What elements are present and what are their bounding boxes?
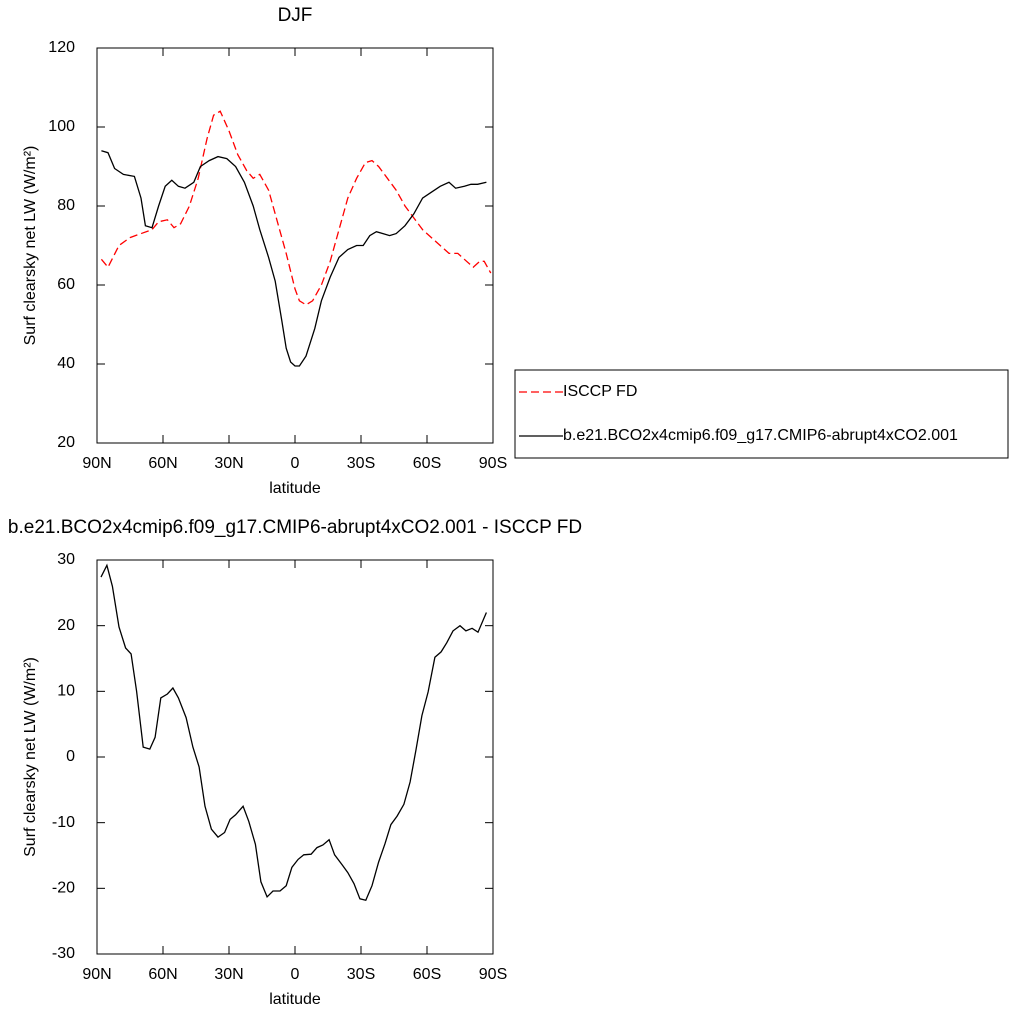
x-axis-label: latitude: [269, 991, 321, 1008]
y-tick-label: 20: [57, 434, 75, 451]
x-tick-label: 60N: [148, 966, 177, 983]
x-tick-label: 60S: [413, 966, 441, 983]
plot-frame: [96, 47, 494, 444]
legend-label: b.e21.BCO2x4cmip6.f09_g17.CMIP6-abrupt4x…: [563, 427, 958, 444]
y-tick-label: -30: [52, 945, 75, 962]
data-line: [100, 563, 487, 901]
chart-title: DJF: [278, 5, 313, 26]
y-axis-label: Surf clearsky net LW (W/m²): [22, 146, 39, 346]
x-tick-label: 90S: [479, 455, 507, 472]
y-tick-label: 10: [57, 683, 75, 700]
data-line: [100, 110, 492, 306]
y-tick-label: 30: [57, 551, 75, 568]
x-tick-label: 60N: [148, 455, 177, 472]
x-tick-label: 90N: [82, 455, 111, 472]
y-tick-label: 100: [48, 118, 75, 135]
y-tick-label: 60: [57, 276, 75, 293]
x-tick-label: 0: [291, 966, 300, 983]
y-tick-label: -10: [52, 814, 75, 831]
chart-title: b.e21.BCO2x4cmip6.f09_g17.CMIP6-abrupt4x…: [8, 517, 582, 538]
y-tick-label: 80: [57, 197, 75, 214]
legend-box: [514, 369, 1009, 459]
x-tick-label: 30S: [347, 455, 375, 472]
x-tick-label: 30N: [214, 455, 243, 472]
y-tick-label: 0: [66, 748, 75, 765]
x-tick-label: 90N: [82, 966, 111, 983]
y-tick-label: -20: [52, 880, 75, 897]
y-tick-label: 20: [57, 617, 75, 634]
x-tick-label: 90S: [479, 966, 507, 983]
plot-frame: [96, 559, 494, 955]
y-tick-label: 40: [57, 355, 75, 372]
y-axis-label: Surf clearsky net LW (W/m²): [22, 657, 39, 857]
x-tick-label: 30S: [347, 966, 375, 983]
x-tick-label: 30N: [214, 966, 243, 983]
x-axis-label: latitude: [269, 480, 321, 497]
y-tick-label: 120: [48, 39, 75, 56]
legend-label: ISCCP FD: [563, 383, 637, 400]
data-line: [101, 150, 487, 367]
x-tick-label: 0: [291, 455, 300, 472]
x-tick-label: 60S: [413, 455, 441, 472]
